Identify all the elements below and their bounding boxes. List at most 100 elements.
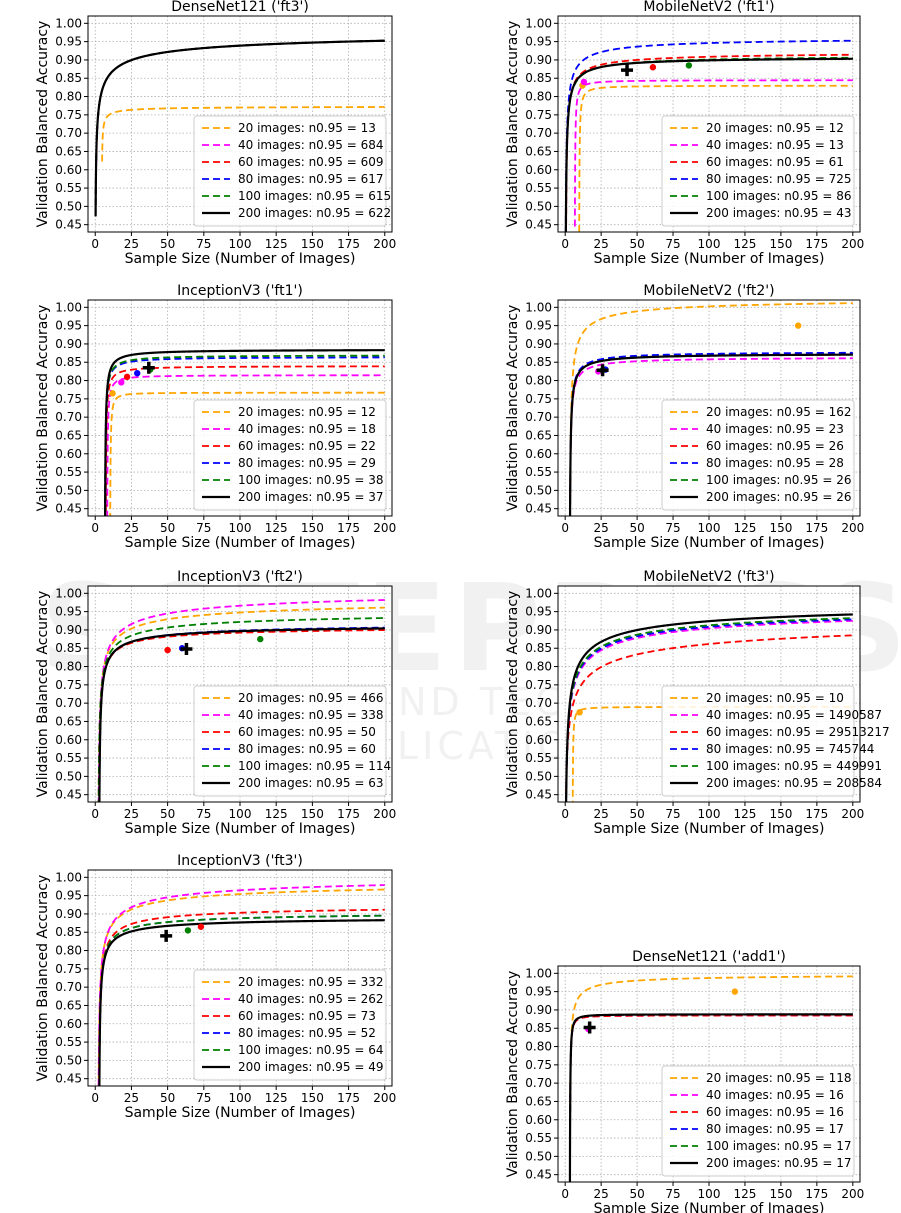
y-tick-label: 0.45 [55, 502, 82, 516]
legend: 20 images: n0.95 = 12 40 images: n0.95 = … [661, 115, 855, 227]
series-line [569, 351, 853, 516]
legend-label: 100 images: n0.95 = 64 [238, 1043, 383, 1057]
y-tick-label: 0.80 [55, 90, 82, 104]
x-tick-label: 100 [229, 521, 252, 535]
n095-point-marker [580, 78, 588, 86]
y-tick-label: 0.75 [525, 1058, 552, 1072]
y-tick-label: 0.95 [55, 889, 82, 903]
series-lines [568, 302, 853, 516]
legend-label: 200 images: n0.95 = 17 [706, 1156, 851, 1170]
legend-box [193, 685, 387, 797]
y-tick-label: 0.75 [55, 962, 82, 976]
series-line [97, 888, 385, 1086]
legend-box [661, 1065, 855, 1177]
y-tick-label: 0.70 [55, 126, 82, 140]
chart-panel: 0 25 50 75 100 125 150 175 200 0.45 0.50 0.55 0.60 0.… [35, 853, 396, 1121]
x-tick-label: 100 [229, 807, 252, 821]
legend-label: 60 images: n0.95 = 50 [238, 725, 376, 739]
legend-label: 20 images: n0.95 = 10 [706, 691, 844, 705]
y-tick-label: 0.70 [55, 696, 82, 710]
y-tick-label: 0.75 [525, 392, 552, 406]
y-tick-label: 0.90 [55, 907, 82, 921]
series-line [569, 357, 853, 516]
y-tick-label: 0.65 [525, 714, 552, 728]
legend-label: 200 images: n0.95 = 63 [238, 776, 383, 790]
x-tick-label: 175 [337, 1091, 360, 1105]
chart-panel: 0 25 50 75 100 125 150 175 200 0.45 0.50 0.55 0.60 0.… [35, 0, 396, 267]
y-tick-label: 0.50 [525, 769, 552, 783]
x-axis-label: Sample Size (Number of Images) [594, 1201, 825, 1213]
x-tick-label: 175 [805, 237, 828, 251]
chart-panel: 0 25 50 75 100 125 150 175 200 0.45 0.50 0.55 0.60 0.… [505, 569, 890, 837]
x-tick-label: 0 [91, 1091, 99, 1105]
series-line [97, 617, 385, 802]
y-tick-label: 0.55 [525, 751, 552, 765]
n095-point-marker [184, 927, 192, 934]
legend-label: 200 images: n0.95 = 26 [706, 490, 851, 504]
legend-label: 80 images: n0.95 = 745744 [706, 742, 874, 756]
legend-label: 200 images: n0.95 = 37 [238, 490, 383, 504]
series-lines [565, 613, 853, 802]
y-tick-label: 0.60 [55, 1017, 82, 1031]
y-tick-label: 0.45 [55, 218, 82, 232]
series-line [106, 374, 385, 516]
axes-frame [557, 15, 861, 233]
legend: 20 images: n0.95 = 332 40 images: n0.95 =… [193, 969, 387, 1081]
y-tick-label: 1.00 [55, 300, 82, 314]
series-line [98, 914, 385, 1086]
legend-label: 100 images: n0.95 = 615 [238, 189, 391, 203]
series-line [104, 354, 385, 516]
n095-point-marker [576, 709, 583, 716]
y-tick-label: 0.45 [525, 788, 552, 802]
y-tick-label: 0.65 [55, 144, 82, 158]
y-tick-label: 0.60 [55, 733, 82, 747]
chart-title: InceptionV3 ('ft3') [177, 853, 303, 869]
series-line [565, 613, 853, 802]
x-tick-label: 25 [594, 521, 609, 535]
series-line [109, 391, 385, 516]
x-tick-label: 200 [841, 807, 864, 821]
x-tick-label: 125 [265, 521, 288, 535]
x-tick-label: 75 [665, 807, 680, 821]
x-tick-label: 200 [373, 1091, 396, 1105]
y-tick-label: 0.95 [525, 605, 552, 619]
y-tick-label: 0.65 [55, 714, 82, 728]
series-lines [104, 349, 385, 516]
legend-label: 100 images: n0.95 = 449991 [706, 759, 882, 773]
legend-label: 100 images: n0.95 = 114 [238, 759, 391, 773]
x-tick-label: 125 [733, 1187, 756, 1201]
y-tick-label: 0.70 [525, 696, 552, 710]
series-line [104, 365, 385, 516]
y-tick-label: 0.60 [55, 163, 82, 177]
legend-label: 60 images: n0.95 = 61 [706, 155, 844, 169]
y-tick-label: 0.95 [55, 35, 82, 49]
y-axis-label: Validation Balanced Accuracy [505, 591, 521, 798]
y-axis-label: Validation Balanced Accuracy [505, 305, 521, 512]
axes-frame [87, 299, 393, 517]
chart-panel: 0 25 50 75 100 125 150 175 200 0.45 0.50 0.55 0.60 0.… [35, 569, 396, 837]
chart-panel: 0 25 50 75 100 125 150 175 200 0.45 0.50 0.55 0.60 0.… [505, 949, 864, 1213]
x-tick-label: 125 [265, 237, 288, 251]
series-line [97, 884, 385, 1086]
x-tick-label: 100 [698, 1187, 721, 1201]
legend-label: 100 images: n0.95 = 86 [706, 189, 851, 203]
x-tick-label: 25 [124, 237, 139, 251]
y-tick-label: 0.45 [525, 502, 552, 516]
chart-panel: 0 25 50 75 100 125 150 175 200 0.45 0.50 0.55 0.60 0.… [505, 0, 864, 267]
axes-frame [557, 585, 861, 803]
y-tick-label: 0.55 [55, 1035, 82, 1049]
x-tick-label: 200 [841, 1187, 864, 1201]
x-tick-label: 125 [733, 521, 756, 535]
y-axis-label: Validation Balanced Accuracy [35, 875, 51, 1082]
x-tick-label: 150 [301, 521, 324, 535]
y-tick-label: 0.65 [525, 428, 552, 442]
x-tick-label: 25 [594, 1187, 609, 1201]
x-axis-label: Sample Size (Number of Images) [125, 821, 356, 837]
y-tick-label: 0.70 [55, 410, 82, 424]
legend: 20 images: n0.95 = 466 40 images: n0.95 =… [193, 685, 391, 797]
legend-label: 40 images: n0.95 = 16 [706, 1088, 844, 1102]
series-line [565, 634, 853, 802]
legend-label: 20 images: n0.95 = 332 [238, 975, 383, 989]
legend-box [661, 115, 855, 227]
legend-label: 60 images: n0.95 = 26 [706, 439, 844, 453]
